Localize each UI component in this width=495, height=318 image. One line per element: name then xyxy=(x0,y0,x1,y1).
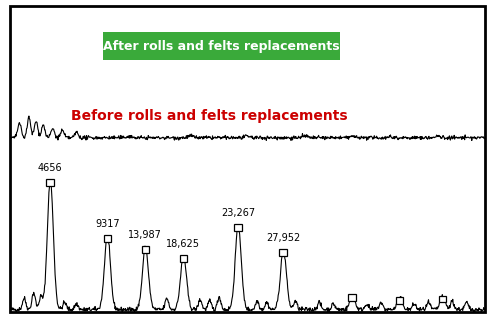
Bar xyxy=(103,235,111,242)
Bar xyxy=(396,297,403,304)
Text: 4656: 4656 xyxy=(38,163,62,173)
Bar xyxy=(234,224,242,231)
Bar xyxy=(47,179,54,186)
Bar xyxy=(142,246,149,253)
Text: 9317: 9317 xyxy=(95,219,120,229)
Bar xyxy=(180,255,187,262)
Text: Before rolls and felts replacements: Before rolls and felts replacements xyxy=(71,109,348,123)
Bar xyxy=(348,294,356,301)
Bar xyxy=(279,249,287,256)
Text: 13,987: 13,987 xyxy=(128,230,162,240)
Text: 18,625: 18,625 xyxy=(166,239,200,249)
Bar xyxy=(102,32,340,60)
Text: 27,952: 27,952 xyxy=(266,233,300,243)
Bar xyxy=(439,296,446,302)
Text: After rolls and felts replacements: After rolls and felts replacements xyxy=(103,39,340,52)
Text: 23,267: 23,267 xyxy=(221,208,255,218)
